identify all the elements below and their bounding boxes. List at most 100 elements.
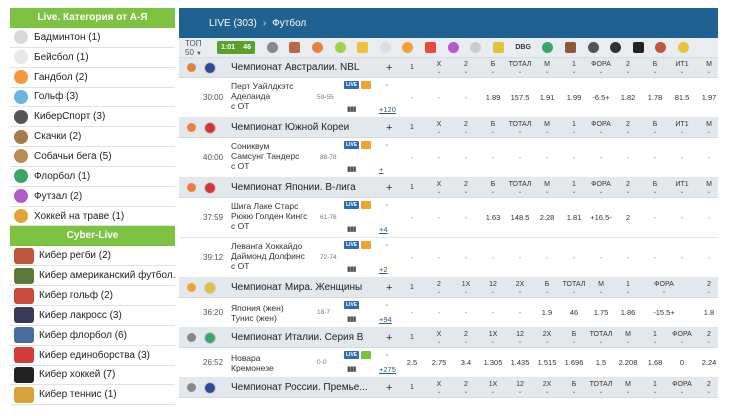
league-name[interactable]: Чемпионат Японии. B-лига — [231, 182, 356, 193]
more-markets-link[interactable]: +2 — [379, 265, 388, 274]
odds-cell[interactable]: 0 — [679, 358, 685, 367]
market-column-header[interactable]: М ⌄ — [544, 118, 550, 138]
table-tennis-filter-icon[interactable] — [379, 42, 391, 53]
odds-cell[interactable]: 2.5 — [406, 358, 418, 367]
stats-chart-icon[interactable]: ▮▮▮ — [347, 166, 357, 173]
market-column-header[interactable]: Б ⌄ — [490, 178, 495, 198]
live-badge[interactable]: LIVE — [344, 201, 360, 209]
billiards-filter-icon[interactable] — [470, 42, 482, 53]
chevron-down-icon[interactable]: ⌄ — [384, 241, 390, 248]
odds-cell[interactable]: 1.63 — [485, 213, 501, 222]
live-badge[interactable]: LIVE — [344, 351, 360, 359]
odds-cell[interactable]: 1.82 — [620, 93, 636, 102]
match-teams[interactable]: Перт Уайлдкэтс Аделаида с ОТ — [231, 81, 293, 111]
volleyball-filter-icon[interactable] — [402, 42, 414, 53]
statistics-icon[interactable] — [361, 351, 372, 359]
tv-stream-icon[interactable] — [361, 141, 372, 149]
market-column-header[interactable]: Б ⌄ — [490, 118, 495, 138]
match-teams[interactable]: Леванга Хоккайдо Даймонд Долфинс с ОТ — [231, 241, 305, 271]
market-column-header[interactable]: М ⌄ — [706, 118, 712, 138]
market-column-header[interactable]: 1 ⌄ — [571, 118, 576, 138]
sidebar-item[interactable]: КиберСпорт (3) — [10, 107, 175, 128]
market-column-header[interactable]: 2X ⌄ — [543, 328, 552, 348]
match-teams[interactable]: Шига Лаке Старс Рюкю Голден Кингс с ОТ — [231, 201, 307, 231]
odds-cell[interactable]: 3.4 — [460, 358, 472, 367]
odds-cell[interactable]: 2.208 — [618, 358, 638, 367]
more-markets-link[interactable]: +120 — [379, 105, 396, 114]
league-header[interactable]: Чемпионат Австралии. NBL +1 X ⌄ 2 ⌄ Б ⌄ ТОТАЛ ⌄ М ⌄… — [179, 58, 718, 78]
market-column-header[interactable]: Б ⌄ — [652, 118, 657, 138]
odds-cell[interactable]: 1.97 — [701, 93, 717, 102]
market-column-header[interactable]: X ⌄ — [436, 378, 441, 398]
expand-league-button[interactable]: + — [386, 381, 393, 394]
cyber-item[interactable]: Кибер хоккей (7) — [10, 366, 175, 386]
market-column-header[interactable]: М ⌄ — [706, 58, 712, 78]
cyber-item[interactable]: Кибер регби (2) — [10, 246, 175, 267]
tv-stream-icon[interactable] — [361, 241, 372, 249]
more-markets-link[interactable]: +94 — [379, 315, 392, 324]
motorsport-filter-icon[interactable] — [587, 42, 599, 53]
more-markets-link[interactable]: +275 — [379, 365, 396, 374]
live-badge[interactable]: LIVE — [344, 141, 360, 149]
market-column-header[interactable]: 1 ⌄ — [652, 378, 657, 398]
odds-cell[interactable]: 1.435 — [510, 358, 530, 367]
market-column-header[interactable]: 1X ⌄ — [489, 328, 498, 348]
market-column-header[interactable]: 2 ⌄ — [625, 178, 630, 198]
sidebar-item[interactable]: Футзал (2) — [10, 187, 175, 207]
odds-cell[interactable]: 1.5 — [595, 358, 607, 367]
live-count-link[interactable]: LIVE (303) — [209, 17, 257, 29]
market-column-header[interactable]: ИТ1 ⌄ — [675, 118, 688, 138]
market-column-header[interactable]: 2 ⌄ — [706, 378, 711, 398]
soccer-filter-icon[interactable] — [266, 42, 278, 53]
sidebar-item[interactable]: Бадминтон (1) — [10, 28, 175, 48]
basketball-filter-icon[interactable] — [311, 42, 323, 53]
stats-chart-icon[interactable]: ▮▮▮ — [347, 266, 357, 273]
chevron-down-icon[interactable]: ⌄ — [384, 201, 390, 208]
market-column-header[interactable]: Б ⌄ — [571, 328, 576, 348]
stats-chart-icon[interactable]: ▮▮▮ — [347, 106, 357, 113]
dbg-filter-icon[interactable]: DBG — [515, 44, 531, 51]
odds-cell[interactable]: 1.81 — [566, 213, 582, 222]
market-column-header[interactable]: 2X ⌄ — [516, 278, 525, 298]
odds-cell[interactable]: 81.5 — [674, 93, 690, 102]
market-column-header[interactable]: ФОРА ⌄ — [654, 278, 674, 298]
hockey-stick-filter-icon[interactable] — [289, 42, 301, 53]
market-column-header[interactable]: М ⌄ — [544, 58, 550, 78]
league-header[interactable]: Чемпионат России. Премье... +1 X ⌄ 2 ⌄ 1X ⌄ 12 ⌄ 2… — [179, 378, 718, 398]
cyber-item[interactable]: Кибер лакросс (3) — [10, 306, 175, 326]
market-column-header[interactable]: 1 ⌄ — [571, 178, 576, 198]
market-column-header[interactable]: Б ⌄ — [544, 278, 549, 298]
chevron-down-icon[interactable]: ⌄ — [384, 81, 390, 88]
expand-league-button[interactable]: + — [386, 331, 393, 344]
match-teams[interactable]: Сониквум Самсунг Тандерс с ОТ — [231, 141, 299, 171]
odds-cell[interactable]: 1.78 — [647, 93, 663, 102]
league-name[interactable]: Чемпионат Италии. Серия B — [231, 332, 364, 343]
odds-cell[interactable]: 2 — [625, 213, 631, 222]
odds-cell[interactable]: +16.5- — [590, 213, 612, 222]
market-column-header[interactable]: 2 ⌄ — [463, 328, 468, 348]
match-teams[interactable]: Новара Кремонезе — [231, 353, 274, 373]
market-column-header[interactable]: X ⌄ — [436, 328, 441, 348]
sidebar-item[interactable]: Флорбол (1) — [10, 167, 175, 187]
sidebar-item[interactable]: Собачьи бега (5) — [10, 147, 175, 167]
more-markets-link[interactable]: + — [379, 165, 384, 174]
odds-cell[interactable]: 1.99 — [566, 93, 582, 102]
sidebar-item[interactable]: Хоккей на траве (1) — [10, 207, 175, 227]
market-column-header[interactable]: ИТ1 ⌄ — [675, 178, 688, 198]
market-column-header[interactable]: 1 ⌄ — [625, 278, 630, 298]
market-column-header[interactable]: 1 — [410, 178, 414, 198]
all-sports-badge[interactable]: 1:01 46 — [217, 41, 255, 54]
market-column-header[interactable]: М ⌄ — [625, 328, 631, 348]
market-column-header[interactable]: 2 ⌄ — [463, 378, 468, 398]
market-column-header[interactable]: Б ⌄ — [571, 378, 576, 398]
chevron-down-icon[interactable]: ⌄ — [384, 351, 390, 358]
market-column-header[interactable]: ТОТАЛ ⌄ — [509, 178, 532, 198]
market-column-header[interactable]: М ⌄ — [544, 178, 550, 198]
odds-cell[interactable]: 1.8 — [703, 308, 715, 317]
market-column-header[interactable]: ТОТАЛ ⌄ — [509, 118, 532, 138]
market-column-header[interactable]: ТОТАЛ ⌄ — [509, 58, 532, 78]
league-header[interactable]: Чемпионат Мира. Женщины +1 2 ⌄ 1X ⌄ 12 ⌄ 2X ⌄ Б ⌄ ТО… — [179, 278, 718, 298]
odds-cell[interactable]: 1.75 — [593, 308, 609, 317]
chevron-down-icon[interactable]: ⌄ — [384, 141, 390, 148]
odds-cell[interactable]: 1.68 — [647, 358, 663, 367]
